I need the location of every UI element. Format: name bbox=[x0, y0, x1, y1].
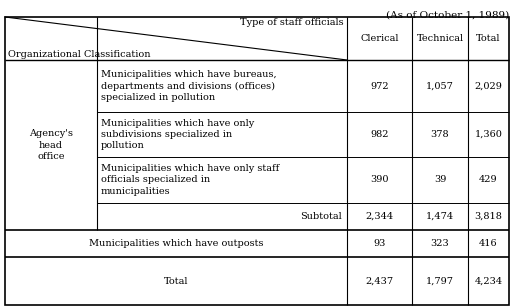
Text: 390: 390 bbox=[370, 176, 389, 184]
Text: Clerical: Clerical bbox=[360, 34, 399, 43]
Text: 39: 39 bbox=[434, 176, 446, 184]
Text: 1,474: 1,474 bbox=[426, 212, 454, 221]
Text: 1,797: 1,797 bbox=[426, 277, 454, 286]
Text: 1,057: 1,057 bbox=[426, 82, 454, 91]
Text: 323: 323 bbox=[431, 239, 449, 248]
Text: 378: 378 bbox=[431, 130, 449, 139]
Text: 1,360: 1,360 bbox=[474, 130, 503, 139]
Text: 972: 972 bbox=[370, 82, 389, 91]
Text: Total: Total bbox=[476, 34, 501, 43]
Text: 2,029: 2,029 bbox=[474, 82, 503, 91]
Text: Municipalities which have outposts: Municipalities which have outposts bbox=[89, 239, 263, 248]
Text: 2,437: 2,437 bbox=[365, 277, 394, 286]
Text: Agency's
head
office: Agency's head office bbox=[29, 129, 73, 161]
Text: 982: 982 bbox=[370, 130, 389, 139]
Text: Municipalities which have only
subdivisions specialized in
pollution: Municipalities which have only subdivisi… bbox=[101, 119, 254, 150]
Text: 2,344: 2,344 bbox=[365, 212, 394, 221]
Text: Municipalities which have only staff
officials specialized in
municipalities: Municipalities which have only staff off… bbox=[101, 164, 279, 196]
Text: Municipalities which have bureaus,
departments and divisions (offices)
specializ: Municipalities which have bureaus, depar… bbox=[101, 70, 277, 102]
Text: 93: 93 bbox=[373, 239, 386, 248]
Text: Technical: Technical bbox=[416, 34, 464, 43]
Text: 3,818: 3,818 bbox=[474, 212, 503, 221]
Text: Total: Total bbox=[164, 277, 188, 286]
Text: Subtotal: Subtotal bbox=[300, 212, 342, 221]
Text: Type of staff officials: Type of staff officials bbox=[241, 18, 344, 27]
Text: (As of October 1, 1989): (As of October 1, 1989) bbox=[386, 11, 509, 20]
Text: 4,234: 4,234 bbox=[474, 277, 503, 286]
Text: 416: 416 bbox=[479, 239, 498, 248]
Text: Organizational Classification: Organizational Classification bbox=[8, 50, 151, 59]
Text: 429: 429 bbox=[479, 176, 498, 184]
